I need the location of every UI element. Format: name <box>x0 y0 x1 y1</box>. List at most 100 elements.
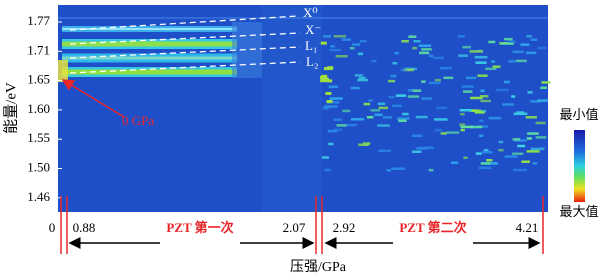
spot <box>478 166 492 170</box>
spot <box>443 76 454 80</box>
spot <box>336 124 347 127</box>
colorbar <box>574 130 585 202</box>
spot <box>378 149 391 153</box>
spot <box>416 147 429 150</box>
spot <box>413 40 421 43</box>
spot <box>520 43 530 46</box>
spot <box>475 61 487 64</box>
spot <box>481 151 493 154</box>
spot <box>322 156 329 159</box>
spot <box>492 65 501 68</box>
spot <box>480 89 485 93</box>
spot <box>328 142 334 146</box>
label-background <box>393 234 473 252</box>
spot <box>357 78 369 82</box>
heatmap-region <box>262 5 322 212</box>
spot <box>530 147 545 151</box>
segment-label: PZT 第一次 <box>166 220 233 235</box>
spot <box>333 35 346 38</box>
spot <box>460 125 474 129</box>
spot <box>434 118 448 121</box>
y-axis-label: 能量/eV <box>2 82 19 134</box>
x-tick-label: 0 <box>49 220 56 235</box>
spot <box>354 74 364 77</box>
spot <box>434 78 441 82</box>
spot <box>322 107 329 110</box>
spot <box>352 43 361 46</box>
colorbar-label: 最小值 <box>559 107 598 122</box>
spot <box>514 139 527 142</box>
spot <box>418 44 432 48</box>
spot <box>515 59 527 63</box>
spot <box>498 148 504 152</box>
spot <box>440 132 447 135</box>
spot <box>461 85 474 88</box>
spot <box>513 168 527 172</box>
y-tick-label: 1.50 <box>27 159 50 174</box>
spot <box>469 50 484 53</box>
band-fade <box>232 22 262 78</box>
spot <box>392 61 398 65</box>
spot <box>436 106 448 110</box>
spot <box>328 85 339 89</box>
band <box>62 28 237 30</box>
spot <box>458 54 468 57</box>
spot <box>320 41 327 45</box>
y-tick-label: 1.46 <box>27 189 50 204</box>
x-tick-label: 4.21 <box>516 220 539 235</box>
spot <box>326 79 333 83</box>
band <box>62 56 237 60</box>
spot <box>541 81 551 84</box>
spot <box>362 142 371 145</box>
spot <box>363 102 370 106</box>
spot <box>485 67 497 71</box>
spot <box>377 102 386 106</box>
spot <box>457 35 465 38</box>
x-tick-label: 2.92 <box>333 220 356 235</box>
spot <box>330 45 336 48</box>
spot <box>462 90 473 93</box>
spot <box>366 115 374 119</box>
spot <box>512 152 524 155</box>
spot <box>496 88 509 92</box>
spot <box>521 160 530 163</box>
spot <box>324 105 338 108</box>
spot <box>357 52 364 56</box>
spot <box>334 128 342 132</box>
spot <box>512 50 524 54</box>
emission-spots <box>320 35 551 172</box>
spot <box>477 125 488 128</box>
spot <box>401 39 409 43</box>
segment-label: PZT 第二次 <box>399 220 466 235</box>
spot <box>411 134 423 138</box>
spot <box>322 35 332 38</box>
spot <box>395 94 406 97</box>
spot <box>537 99 548 102</box>
spot <box>504 37 513 41</box>
spot <box>508 40 516 43</box>
emission-bands <box>58 17 548 82</box>
spot <box>421 48 432 51</box>
band <box>62 69 237 75</box>
spot <box>526 150 540 153</box>
spot <box>388 79 396 83</box>
spot <box>407 89 414 92</box>
spot <box>475 152 482 155</box>
label-background <box>160 234 240 252</box>
spot <box>349 46 355 50</box>
peak-label: X⁰ <box>303 5 318 20</box>
x-axis-label: 压强/GPa <box>290 260 347 275</box>
band-glow <box>58 60 68 82</box>
peak-label: X⁻ <box>305 22 321 37</box>
spot <box>462 45 471 49</box>
spot <box>329 48 341 52</box>
spot <box>483 148 489 152</box>
spot <box>525 115 537 119</box>
spot <box>445 131 460 134</box>
spot <box>488 40 496 44</box>
spot <box>342 109 351 113</box>
spot <box>463 156 468 159</box>
spot <box>407 95 420 98</box>
spot <box>525 51 537 55</box>
spot <box>527 132 539 135</box>
